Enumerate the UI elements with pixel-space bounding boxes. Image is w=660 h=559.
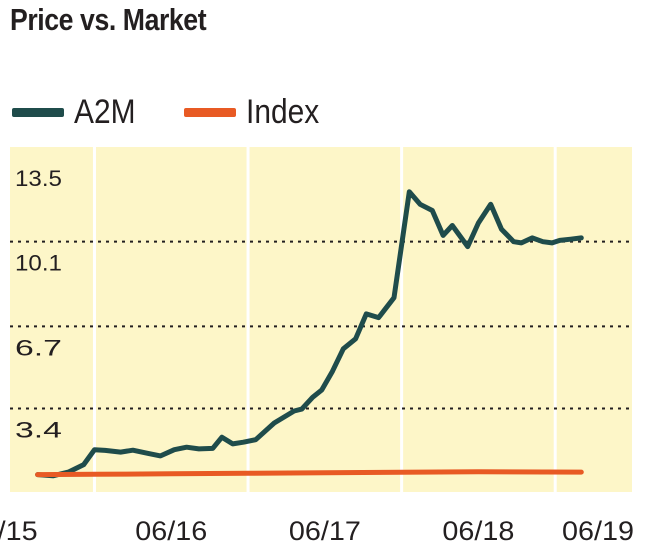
- y-tick-label: 13.5: [15, 166, 62, 191]
- legend-item-index: Index: [183, 92, 329, 132]
- chart-title: Price vs. Market: [10, 2, 207, 37]
- y-tick-label: 3.4: [15, 418, 62, 443]
- legend: A2M Index: [12, 92, 369, 132]
- legend-item-a2m: A2M: [12, 93, 144, 132]
- plot-background: [10, 147, 632, 492]
- legend-swatch-index: [183, 107, 236, 117]
- legend-label-index: Index: [245, 92, 320, 131]
- legend-swatch-a2m: [12, 107, 64, 117]
- x-tick-label: 06/19: [562, 516, 634, 546]
- x-tick-label: 06/17: [289, 516, 361, 546]
- legend-label-a2m: A2M: [74, 92, 136, 131]
- x-tick-label: 06/15: [0, 516, 38, 546]
- y-tick-label: 10.1: [15, 251, 62, 276]
- x-tick-label: 06/16: [135, 516, 207, 546]
- y-tick-label: 6.7: [15, 335, 62, 360]
- series-line-index: [35, 469, 584, 478]
- x-tick-label: 06/18: [442, 516, 514, 546]
- series-line-a2m: [35, 189, 584, 479]
